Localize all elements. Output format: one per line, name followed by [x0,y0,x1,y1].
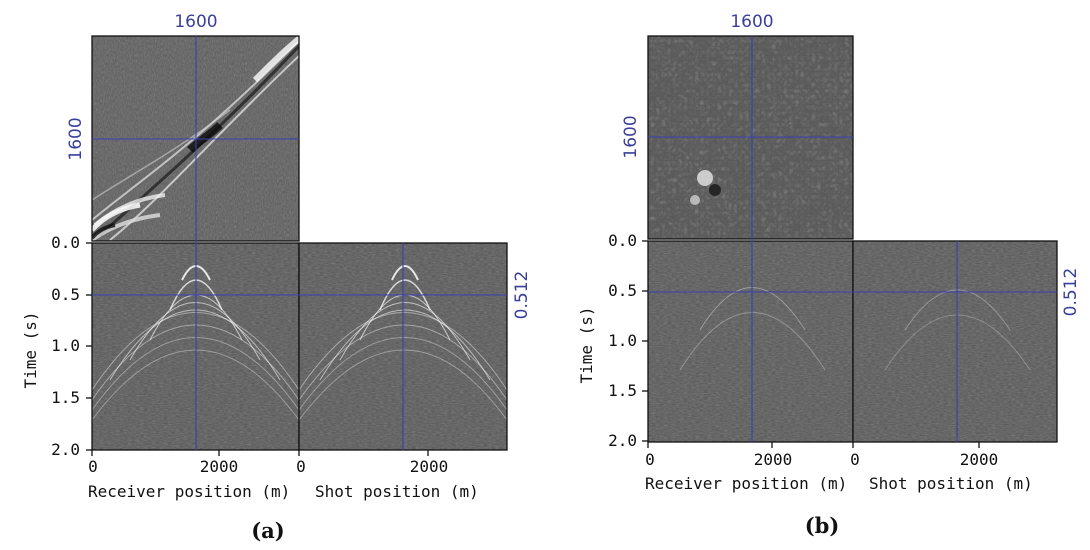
panel-a-x-tick-receiver: 0 [88,457,98,476]
panel-a-crosshair-label-top: 1600 [174,12,217,32]
panel-a-y-axis: 0.0 0.5 1.0 1.5 2.0 Time (s) [21,233,92,459]
panel-b-y-tick: 0.0 [608,231,637,250]
panel-b-y-tick: 0.5 [608,281,637,300]
panel-a-y-tick: 1.5 [51,388,80,407]
panel-b-y-tick: 1.5 [608,381,637,400]
panel-b-x-label-receiver: Receiver position (m) [645,474,847,493]
panel-b-caption: (b) [805,513,840,538]
panel-a-x-label-shot: Shot position (m) [315,482,479,501]
panel-a-x-tick-receiver: 2000 [200,457,239,476]
panel-a-y-tick: 2.0 [51,440,80,459]
panel-b-crosshair [648,36,1057,442]
panel-b-x-tick-receiver: 0 [645,450,655,469]
panel-a-crosshair [92,36,507,450]
panel-b-x-label-shot: Shot position (m) [869,474,1033,493]
panel-b-crosshair-label-right: 0.512 [1061,268,1081,317]
panel-a-y-tick: 1.0 [51,336,80,355]
panel-a-y-tick: 0.0 [51,233,80,252]
panel-a: 1600 1600 0.512 0.0 0.5 1.0 1.5 2.0 Time… [21,12,532,543]
panel-a-y-tick: 0.5 [51,285,80,304]
panel-a-y-axis-label: Time (s) [21,311,40,388]
panel-a-crosshair-label-right: 0.512 [512,271,532,320]
panel-b: 1600 1600 0.512 0.0 0.5 1.0 1.5 2.0 Time… [577,12,1081,538]
panel-b-x-axis: 0 2000 0 2000 Receiver position (m) Shot… [645,442,1033,493]
panel-a-caption: (a) [251,518,284,543]
panel-a-x-tick-shot: 0 [296,457,306,476]
panel-b-y-axis: 0.0 0.5 1.0 1.5 2.0 Time (s) [577,231,648,450]
panel-b-y-tick: 2.0 [608,431,637,450]
panel-b-x-tick-receiver: 2000 [754,450,793,469]
panel-b-y-axis-label: Time (s) [577,306,596,383]
panel-b-receiver-gather [647,240,854,443]
panel-b-crosshair-label-top: 1600 [730,12,773,32]
panel-a-x-tick-shot: 2000 [410,457,449,476]
panel-a-x-axis: 0 2000 0 2000 Receiver position (m) Shot… [88,450,479,501]
panel-b-x-tick-shot: 2000 [960,450,999,469]
panel-b-crosshair-label-left: 1600 [621,115,641,158]
panel-a-x-label-receiver: Receiver position (m) [88,482,290,501]
panel-b-x-tick-shot: 0 [850,450,860,469]
panel-b-y-tick: 1.0 [608,331,637,350]
panel-a-crosshair-label-left: 1600 [66,117,86,160]
panel-b-shot-gather [852,240,1058,443]
